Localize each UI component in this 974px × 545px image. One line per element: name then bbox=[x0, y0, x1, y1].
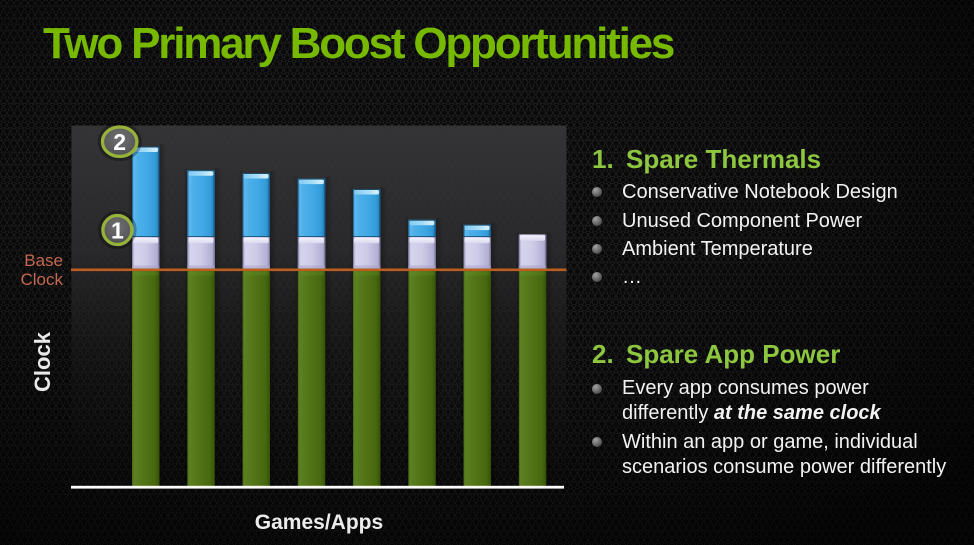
svg-text:1: 1 bbox=[111, 217, 124, 243]
svg-text:2: 2 bbox=[113, 129, 126, 155]
